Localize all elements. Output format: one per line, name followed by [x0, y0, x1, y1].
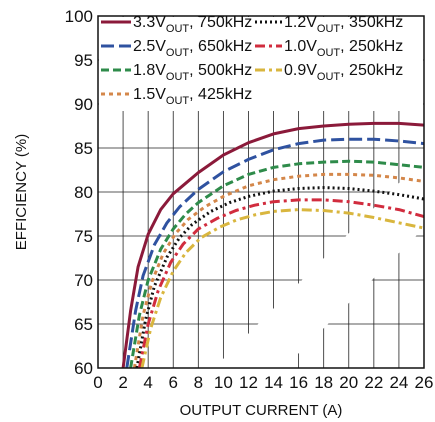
legend-entry: 1.5VOUT, 425kHz	[133, 86, 252, 107]
y-tick-label: 100	[65, 7, 93, 26]
y-tick-label: 80	[74, 183, 93, 202]
series-line-1	[125, 137, 425, 369]
series-lines	[121, 121, 425, 369]
series-line-0	[121, 121, 425, 369]
x-tick-label: 16	[289, 373, 308, 392]
x-tick-label: 2	[118, 373, 127, 392]
x-tick-label: 18	[314, 373, 333, 392]
legend-box	[99, 17, 423, 111]
x-tick-label: 4	[143, 373, 152, 392]
x-tick-label: 8	[194, 373, 203, 392]
legend-entry: 0.9VOUT, 250kHz	[284, 62, 403, 83]
legend-entry: 3.3VOUT, 750kHz	[133, 14, 252, 35]
plot-frame	[97, 15, 425, 369]
legend-entry: 1.2VOUT, 350kHz	[284, 14, 403, 35]
x-tick-label: 10	[214, 373, 233, 392]
series-line-5	[137, 198, 425, 369]
x-tick-label: 26	[415, 373, 434, 392]
x-tick-label: 12	[239, 373, 258, 392]
legend: 3.3VOUT, 750kHz 2.5VOUT, 650kHz 1.8VOUT, 5…	[99, 14, 423, 111]
x-tick-label: 22	[364, 373, 383, 392]
series-line-6	[140, 208, 425, 369]
x-tick-label: 0	[93, 373, 102, 392]
y-tick-label: 75	[74, 227, 93, 246]
series-line-3	[132, 172, 425, 369]
y-tick-label: 85	[74, 139, 93, 158]
tick-labels: 0 2 4 6 8 10 12 14 16 18 20 22 24 2660657075808590951…	[65, 7, 434, 392]
y-tick-label: 70	[74, 271, 93, 290]
y-tick-label: 90	[74, 95, 93, 114]
legend-entry: 1.8VOUT, 500kHz	[133, 62, 252, 83]
series-line-2	[129, 159, 425, 369]
series-line-4	[135, 186, 425, 369]
x-tick-label: 6	[168, 373, 177, 392]
y-axis-label: EFFICIENCY (%)	[13, 134, 30, 250]
y-tick-label: 65	[74, 315, 93, 334]
x-axis-label: OUTPUT CURRENT (A)	[180, 402, 343, 419]
x-tick-label: 20	[339, 373, 358, 392]
y-tick-label: 95	[74, 51, 93, 70]
legend-entry: 2.5VOUT, 650kHz	[133, 38, 252, 59]
x-tick-label: 14	[264, 373, 283, 392]
y-tick-label: 60	[74, 359, 93, 378]
x-tick-label: 24	[389, 373, 408, 392]
legend-entry: 1.0VOUT, 250kHz	[284, 38, 403, 59]
